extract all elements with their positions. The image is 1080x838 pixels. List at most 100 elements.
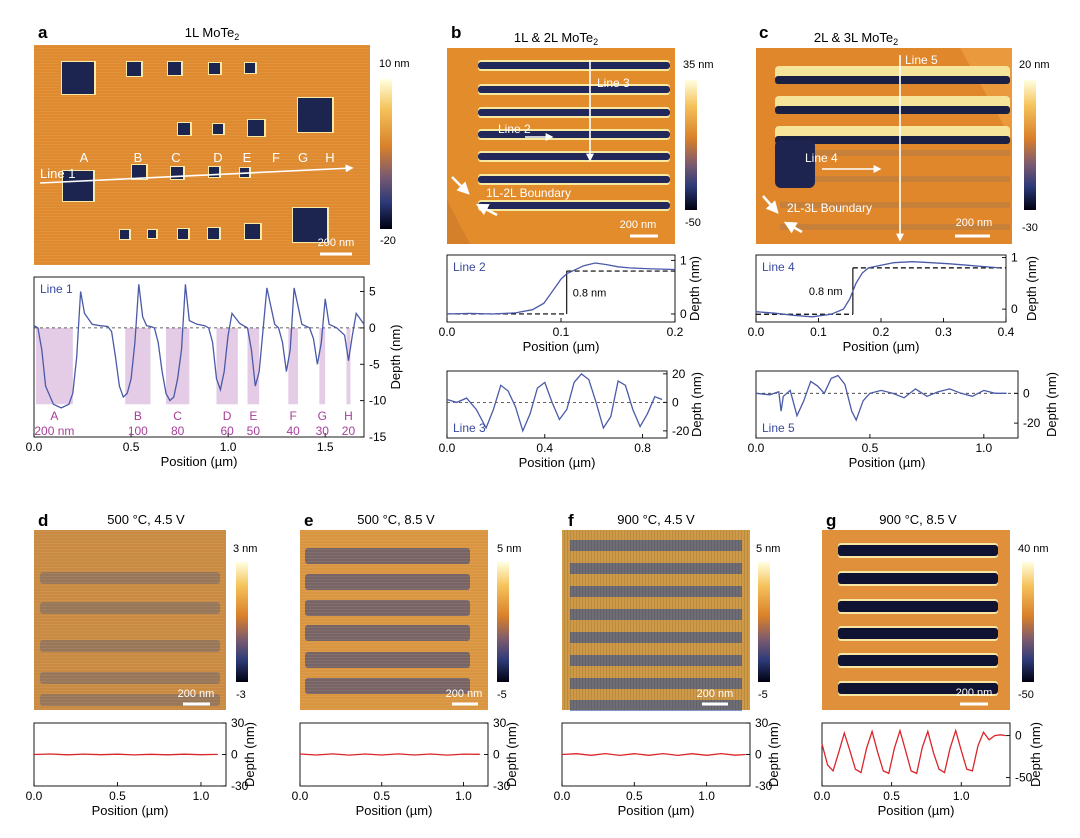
colorbar-d bbox=[236, 562, 248, 682]
afm-image-a: Line 1 A B C D E F G H 200 nm bbox=[34, 45, 370, 265]
stripe bbox=[478, 109, 670, 116]
series-label: Line 3 bbox=[453, 421, 486, 435]
chart-frame bbox=[821, 722, 1011, 787]
hole-letter: F bbox=[272, 150, 280, 165]
x-tick-label: 0.8 bbox=[634, 441, 651, 455]
x-tick-label: 0.4 bbox=[998, 325, 1015, 339]
panel-letter-f: f bbox=[568, 511, 574, 530]
hole bbox=[248, 120, 264, 136]
y-tick-label: 0 bbox=[493, 748, 500, 762]
boundary-arrow-b1 bbox=[451, 176, 470, 195]
hole bbox=[208, 228, 219, 239]
hole-letter: A bbox=[80, 150, 89, 165]
x-tick-label: 0.5 bbox=[109, 789, 126, 803]
afm-image-b: Line 3 Line 2 1L-2L Boundary 200 nm bbox=[447, 48, 675, 244]
hole-letter: G bbox=[298, 150, 308, 165]
boundary-arrow-c1 bbox=[762, 195, 779, 214]
x-tick-label: 0.0 bbox=[439, 441, 456, 455]
hole-size-letter: H bbox=[344, 409, 353, 423]
y-tick-label: 0 bbox=[672, 395, 679, 409]
y-tick-label: -30 bbox=[755, 779, 773, 793]
hole-size-letter: B bbox=[134, 409, 142, 423]
x-tick-label: 0.5 bbox=[373, 789, 390, 803]
scalebar-label-g: 200 nm bbox=[956, 687, 993, 699]
y-tick-label: 30 bbox=[755, 716, 769, 730]
x-tick-label: 0.0 bbox=[814, 789, 831, 803]
panel-g-title: 900 °C, 8.5 V bbox=[879, 512, 957, 527]
boundary-label-b: 1L-2L Boundary bbox=[486, 186, 571, 200]
x-tick-label: 0.5 bbox=[123, 440, 140, 454]
y-tick-label: 0 bbox=[755, 748, 762, 762]
step-label: 0.8 nm bbox=[809, 286, 843, 298]
panel-d-title: 500 °C, 4.5 V bbox=[107, 512, 185, 527]
stripe-faint bbox=[780, 150, 1010, 156]
y-tick-label: 1 bbox=[680, 253, 687, 267]
shaded-region bbox=[346, 327, 351, 405]
hole-letter: C bbox=[171, 150, 180, 165]
x-tick-label: 0.2 bbox=[873, 325, 890, 339]
hole-size-value: 30 bbox=[316, 424, 330, 438]
hole-size-value: 80 bbox=[171, 424, 185, 438]
x-tick-label: 0.0 bbox=[26, 789, 43, 803]
hole bbox=[178, 229, 188, 239]
stripe bbox=[478, 62, 670, 69]
chart-frame bbox=[755, 370, 1019, 439]
hole bbox=[132, 165, 146, 179]
cbar-min-g: -50 bbox=[1018, 689, 1034, 701]
panel-b: b 1L & 2L MoTe2 Line 3 Line 2 1L-2L Boun… bbox=[439, 23, 714, 470]
stripe bbox=[775, 76, 1010, 84]
scalebar-label-b: 200 nm bbox=[620, 219, 657, 231]
shaded-region bbox=[288, 327, 298, 405]
chart-frame bbox=[33, 276, 365, 438]
series-line bbox=[821, 728, 1006, 775]
x-tick-label: 1.0 bbox=[455, 789, 472, 803]
stripes-c bbox=[775, 66, 1010, 230]
panel-letter-g: g bbox=[826, 511, 836, 530]
y-tick-label: 0 bbox=[680, 307, 687, 321]
panel-c: c 2L & 3L MoTe2 Line 5 Line 4 2L-3L Boun… bbox=[748, 23, 1059, 470]
hole bbox=[209, 63, 220, 74]
x-axis-label: Position (µm) bbox=[356, 803, 433, 818]
cbar-max-a: 10 nm bbox=[379, 58, 410, 70]
step-label: 0.8 nm bbox=[573, 288, 607, 300]
stripe bbox=[838, 601, 998, 612]
cbar-max-d: 3 nm bbox=[233, 543, 257, 555]
chart-line4: 0.8 nm 0.0 0.1 0.2 0.3 0.4 1 0 Position (µm) Dept… bbox=[748, 251, 1039, 354]
cbar-min-a: -20 bbox=[380, 235, 396, 247]
cbar-min-f: -5 bbox=[758, 689, 768, 701]
hole-size-value: 60 bbox=[220, 424, 234, 438]
stripe bbox=[838, 628, 998, 639]
x-tick-label: 0.0 bbox=[26, 440, 43, 454]
y-tick-label: -30 bbox=[231, 779, 249, 793]
y-tick-label: 30 bbox=[493, 716, 507, 730]
panel-letter-e: e bbox=[304, 511, 313, 530]
cbar-max-f: 5 nm bbox=[756, 543, 780, 555]
hole-letter: E bbox=[243, 150, 252, 165]
colorbar-e bbox=[497, 562, 509, 682]
y-axis-label: Depth (nm) bbox=[1024, 256, 1039, 321]
x-tick-label: 0.4 bbox=[536, 441, 553, 455]
chart-line2: 0.8 nm 0.0 0.1 0.2 1 0 Position (µm) Depth (nm)… bbox=[439, 253, 702, 354]
scalebar-label-c: 200 nm bbox=[956, 217, 993, 229]
panel-e-title: 500 °C, 8.5 V bbox=[357, 512, 435, 527]
colorbar-a bbox=[380, 79, 392, 229]
y-tick-label: 0 bbox=[1015, 729, 1022, 743]
series-line bbox=[446, 373, 663, 433]
x-tick-label: 1.0 bbox=[220, 440, 237, 454]
x-axis-label: Position (µm) bbox=[519, 455, 596, 470]
scalebar-label-f: 200 nm bbox=[697, 688, 734, 700]
panel-f-title: 900 °C, 4.5 V bbox=[617, 512, 695, 527]
hole bbox=[293, 208, 327, 242]
hole-size-letter: D bbox=[223, 409, 232, 423]
hole bbox=[298, 98, 332, 132]
cbar-max-c: 20 nm bbox=[1019, 59, 1050, 71]
y-tick-label: 1 bbox=[1011, 251, 1018, 265]
chart-line5: 0.0 0.5 1.0 0 -20 Position (µm) Depth (nm) Line… bbox=[748, 370, 1059, 470]
series-line bbox=[755, 374, 1007, 422]
y-axis-label: Depth (nm) bbox=[687, 256, 702, 321]
scalebar-label-d: 200 nm bbox=[178, 688, 215, 700]
panel-letter-d: d bbox=[38, 511, 48, 530]
panel-d: d 500 °C, 4.5 V 200 nm 3 nm -3 0.0 0.5 1.0… bbox=[26, 511, 258, 818]
panel-a-title: 1L MoTe2 bbox=[185, 25, 239, 42]
line3-image-label: Line 3 bbox=[597, 76, 630, 90]
